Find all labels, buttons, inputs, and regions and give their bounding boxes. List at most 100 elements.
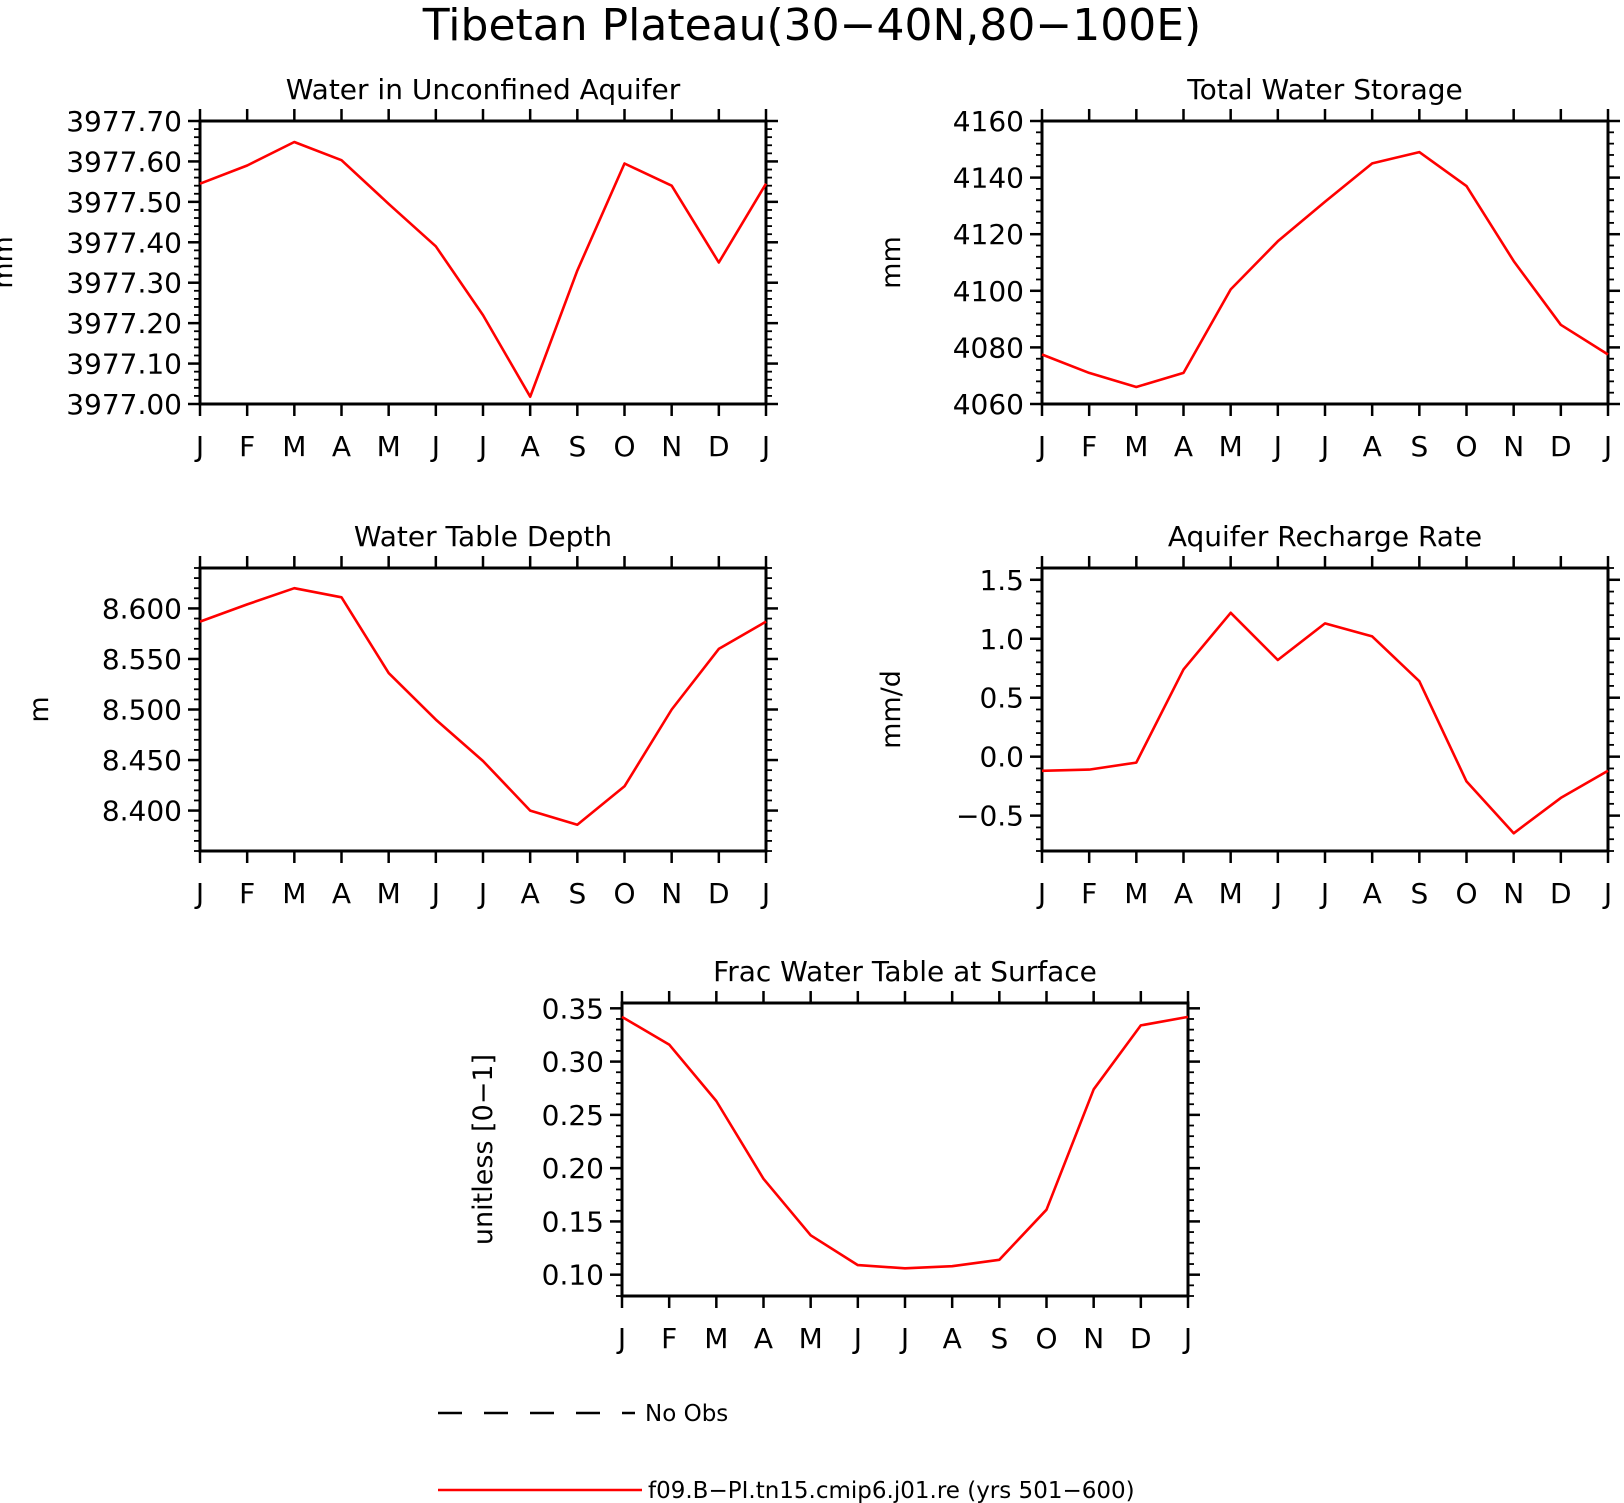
water-in-unconfined-aquifer-xtick-label: O — [613, 430, 635, 463]
aquifer-recharge-rate-xtick-label: A — [1174, 877, 1193, 910]
aquifer-recharge-rate-xtick-label: J — [1272, 877, 1282, 910]
frac-water-table-at-surface-ylabel: unitless [0−1] — [468, 1054, 499, 1245]
total-water-storage-xtick-label: N — [1503, 430, 1524, 463]
aquifer-recharge-rate-xtick-label: J — [1602, 877, 1612, 910]
total-water-storage-title: Total Water Storage — [1186, 73, 1463, 106]
water-table-depth-xtick-label: M — [377, 877, 401, 910]
total-water-storage-xtick-label: S — [1410, 430, 1428, 463]
water-table-depth-series-line — [199, 586, 767, 827]
water-table-depth-xtick-label: S — [568, 877, 586, 910]
aquifer-recharge-rate-xtick-label: S — [1410, 877, 1428, 910]
total-water-storage-xtick-label: F — [1081, 430, 1097, 463]
total-water-storage-ytick-label: 4160 — [953, 105, 1024, 138]
aquifer-recharge-rate-series-line — [1041, 611, 1609, 835]
total-water-storage-ytick-label: 4140 — [953, 162, 1024, 195]
total-water-storage-xtick-label: M — [1219, 430, 1243, 463]
frac-water-table-at-surface-xtick-label: N — [1083, 1322, 1104, 1355]
total-water-storage-xtick-label: O — [1455, 430, 1477, 463]
frac-water-table-at-surface-ytick-label: 0.30 — [542, 1046, 604, 1079]
water-in-unconfined-aquifer-ytick-label: 3977.40 — [66, 226, 182, 259]
total-water-storage-ytick-label: 4080 — [953, 331, 1024, 364]
total-water-storage-xtick-label: J — [1272, 430, 1282, 463]
water-table-depth-ytick-label: 8.500 — [102, 694, 182, 727]
water-in-unconfined-aquifer-ytick-label: 3977.30 — [66, 267, 182, 300]
water-in-unconfined-aquifer-xtick-label: M — [377, 430, 401, 463]
water-in-unconfined-aquifer-xtick-label: D — [708, 430, 730, 463]
total-water-storage-xtick-label: J — [1036, 430, 1046, 463]
aquifer-recharge-rate-xtick-label: N — [1503, 877, 1524, 910]
frac-water-table-at-surface-xtick-label: O — [1035, 1322, 1057, 1355]
water-table-depth-xtick-label: A — [332, 877, 351, 910]
water-table-depth-title: Water Table Depth — [354, 520, 612, 553]
water-in-unconfined-aquifer-ytick-label: 3977.60 — [66, 145, 182, 178]
legend-model-label: f09.B−PI.tn15.cmip6.j01.re (yrs 501−600) — [648, 1478, 1135, 1503]
frac-water-table-at-surface-xtick-label: M — [799, 1322, 823, 1355]
frac-water-table-at-surface-ytick-label: 0.25 — [542, 1099, 604, 1132]
water-table-depth-xtick-label: F — [239, 877, 255, 910]
water-in-unconfined-aquifer-ytick-label: 3977.20 — [66, 307, 182, 340]
water-table-depth-xtick-label: J — [477, 877, 487, 910]
water-table-depth-xtick-label: A — [521, 877, 540, 910]
water-in-unconfined-aquifer-xtick-label: A — [332, 430, 351, 463]
total-water-storage-xtick-label: D — [1550, 430, 1572, 463]
frac-water-table-at-surface-xtick-label: F — [661, 1322, 677, 1355]
frac-water-table-at-surface-ytick-label: 0.10 — [542, 1259, 604, 1292]
frac-water-table-at-surface-xtick-label: A — [943, 1322, 962, 1355]
total-water-storage-xtick-label: M — [1124, 430, 1148, 463]
frac-water-table-at-surface-xtick-label: M — [704, 1322, 728, 1355]
water-in-unconfined-aquifer-xtick-label: J — [760, 430, 770, 463]
total-water-storage-xtick-label: J — [1319, 430, 1329, 463]
aquifer-recharge-rate-xtick-label: M — [1219, 877, 1243, 910]
total-water-storage-ylabel: mm — [876, 236, 907, 289]
aquifer-recharge-rate-xtick-label: F — [1081, 877, 1097, 910]
water-table-depth-ytick-label: 8.450 — [102, 744, 182, 777]
water-table-depth-frame — [198, 566, 768, 853]
aquifer-recharge-rate-xtick-label: A — [1363, 877, 1382, 910]
frac-water-table-at-surface-title: Frac Water Table at Surface — [713, 955, 1097, 988]
water-in-unconfined-aquifer-xtick-label: M — [282, 430, 306, 463]
water-table-depth-ytick-label: 8.600 — [102, 592, 182, 625]
aquifer-recharge-rate-xtick-label: J — [1319, 877, 1329, 910]
water-in-unconfined-aquifer-xtick-label: J — [477, 430, 487, 463]
water-table-depth-xtick-label: O — [613, 877, 635, 910]
water-table-depth-xtick-label: J — [760, 877, 770, 910]
aquifer-recharge-rate-xtick-label: O — [1455, 877, 1477, 910]
total-water-storage-frame — [1040, 119, 1610, 406]
water-table-depth-xtick-label: J — [194, 877, 204, 910]
aquifer-recharge-rate-ytick-label: 0.5 — [979, 682, 1024, 715]
frac-water-table-at-surface-xtick-label: J — [616, 1322, 626, 1355]
water-in-unconfined-aquifer-xtick-label: N — [661, 430, 682, 463]
water-in-unconfined-aquifer-ytick-label: 3977.50 — [66, 186, 182, 219]
legend: No Obs f09.B−PI.tn15.cmip6.j01.re (yrs 5… — [438, 1401, 1135, 1503]
frac-water-table-at-surface-xtick-label: J — [899, 1322, 909, 1355]
water-in-unconfined-aquifer-ylabel: mm — [0, 236, 19, 289]
water-table-depth-xtick-label: D — [708, 877, 730, 910]
aquifer-recharge-rate-ytick-label: 1.0 — [979, 623, 1024, 656]
total-water-storage-series-line — [1041, 150, 1609, 389]
water-in-unconfined-aquifer-xtick-label: A — [521, 430, 540, 463]
frac-water-table-at-surface-frame — [620, 1001, 1190, 1298]
aquifer-recharge-rate-ytick-label: −0.5 — [956, 800, 1024, 833]
total-water-storage-xtick-label: A — [1363, 430, 1382, 463]
aquifer-recharge-rate-xtick-label: J — [1036, 877, 1046, 910]
water-in-unconfined-aquifer-series-line — [199, 140, 768, 399]
water-table-depth-xtick-label: J — [430, 877, 440, 910]
aquifer-recharge-rate-ylabel: mm/d — [876, 670, 907, 749]
water-table-depth-ytick-label: 8.550 — [102, 643, 182, 676]
total-water-storage-xtick-label: A — [1174, 430, 1193, 463]
frac-water-table-at-surface-xtick-label: J — [852, 1322, 862, 1355]
water-in-unconfined-aquifer-ytick-label: 3977.70 — [66, 105, 182, 138]
water-in-unconfined-aquifer-xtick-label: S — [568, 430, 586, 463]
aquifer-recharge-rate-xtick-label: D — [1550, 877, 1572, 910]
water-in-unconfined-aquifer-xtick-label: F — [239, 430, 255, 463]
water-in-unconfined-aquifer-frame — [198, 119, 768, 406]
total-water-storage-xtick-label: J — [1602, 430, 1612, 463]
frac-water-table-at-surface-xtick-label: J — [1182, 1322, 1192, 1355]
frac-water-table-at-surface-xtick-label: A — [754, 1322, 773, 1355]
figure-title: Tibetan Plateau(30−40N,80−100E) — [422, 0, 1201, 51]
frac-water-table-at-surface-series-line — [621, 1015, 1189, 1270]
